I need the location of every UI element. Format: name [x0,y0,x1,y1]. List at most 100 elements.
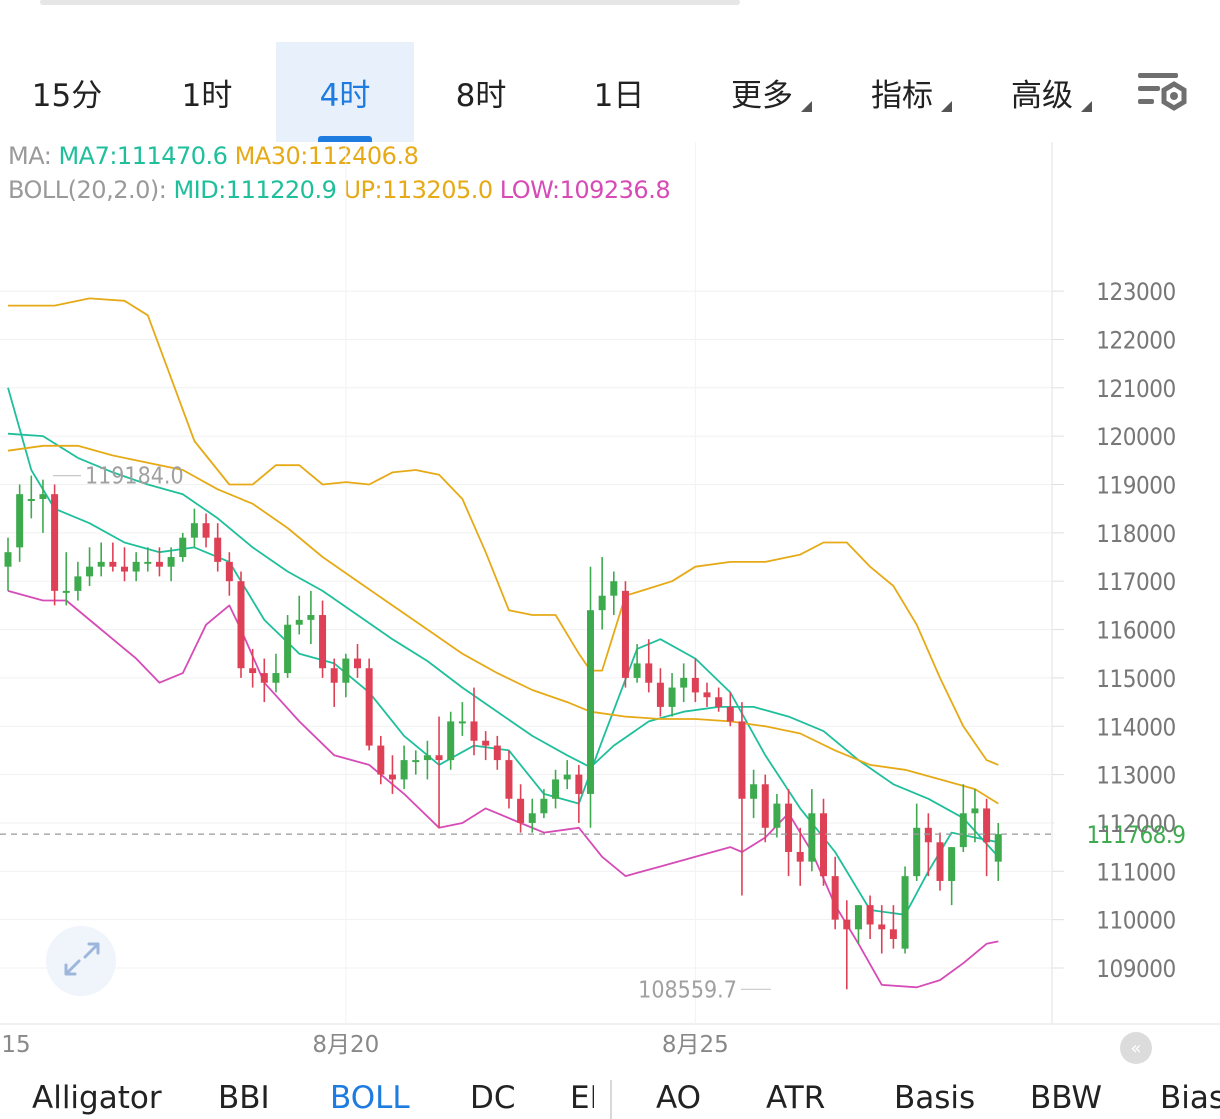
candle-body [458,721,466,724]
candle-body [750,784,758,799]
series-line-up [8,297,999,766]
candle-up [97,542,105,577]
tab-4h[interactable]: 4时 [276,42,414,142]
candle-down [470,687,478,756]
tab-15m[interactable]: 15分 [31,77,103,114]
candle-down [621,581,629,688]
indicator-dropdown[interactable]: 指标 [840,42,964,142]
candle-body [889,929,897,939]
candle-down [866,895,874,939]
chart-settings-icon[interactable] [1136,70,1188,114]
candle-body [913,827,921,877]
candle-down [645,639,653,693]
candle-up [994,822,1002,881]
indicator-ei[interactable]: EI [570,1080,594,1116]
indicator-dc[interactable]: DC [470,1080,516,1116]
expand-icon [64,942,100,976]
candle-down [121,547,128,582]
candle-up [773,793,781,838]
candle-body [971,808,979,814]
candle-up [86,547,94,587]
candle-up [167,547,175,582]
y-tick-label: 118000 [1096,520,1175,548]
candle-body [4,552,12,567]
candle-up [74,561,82,601]
y-tick-label: 122000 [1096,326,1175,354]
indicator-ao[interactable]: AO [656,1080,702,1116]
candle-up [27,475,35,519]
candle-up [913,803,921,881]
candle-up [4,537,12,591]
expand-chart-button[interactable] [46,926,116,996]
candle-body [552,779,560,799]
candle-up [633,644,641,683]
candle-down [878,905,886,954]
boll-low-value: LOW:109236.8 [499,176,671,204]
candle-up [598,557,606,630]
candle-down [330,658,338,707]
candle-body [482,740,490,746]
tab-1h[interactable]: 1时 [181,77,233,114]
candle-down [482,731,490,761]
candle-body [563,774,571,780]
tab-1d[interactable]: 1日 [593,77,645,114]
candle-up [563,760,571,790]
candle-down [738,702,746,896]
indicator-bbi[interactable]: BBI [218,1080,270,1116]
candle-body [831,876,839,920]
more-label: 更多 [731,77,793,114]
tab-8h[interactable]: 8时 [455,77,507,114]
advanced-dropdown[interactable]: 高级 [980,42,1104,142]
candle-up [528,798,536,833]
candle-body [412,760,420,763]
candle-down [388,755,396,794]
indicator-bias[interactable]: Bias [1160,1080,1220,1116]
candle-body [365,668,373,746]
timeframe-tab-bar: 15分 1时 4时 8时 1日 更多 指标 高级 [0,42,1220,142]
indicator-basis[interactable]: Basis [894,1080,976,1116]
indicator-bar: Alligator BBI BOLL DC EI AO ATR Basis BB… [0,1076,1220,1119]
series-line-ma30 [7,444,999,805]
candle-down [820,798,827,886]
candle-up [423,740,431,780]
more-dropdown[interactable]: 更多 [700,42,824,142]
candle-body [272,673,280,683]
candle-body [866,905,874,925]
indicator-alligator[interactable]: Alligator [32,1080,162,1116]
y-tick-label: 121000 [1096,375,1175,403]
candle-down [237,571,245,678]
series-line-ma7 [7,387,999,916]
candle-up [854,905,862,944]
candle-down [656,668,664,717]
candle-up [62,552,70,606]
boll-legend-prefix: BOLL(20,2.0): [8,176,167,204]
candle-up [132,552,140,582]
candle-down [796,827,804,886]
candle-body [132,561,140,572]
ma-legend: MA: MA7:111470.6 MA30:112406.8 [8,142,419,170]
indicator-atr[interactable]: ATR [766,1080,826,1116]
x-tick-label: 8月25 [662,1032,729,1058]
candle-body [295,619,303,625]
candle-up [540,789,548,819]
indicator-boll[interactable]: BOLL [330,1080,410,1116]
candle-body [854,905,862,930]
candle-body [190,523,198,538]
candle-up [447,711,455,770]
price-axis: 109000 110000 111000 112000 113000 114000 1150… [1096,278,1176,983]
candle-down [983,798,991,877]
indicator-bbw[interactable]: BBW [1030,1080,1103,1116]
y-tick-label: 115000 [1096,665,1175,693]
candle-body [16,494,24,548]
candle-up [610,571,618,616]
candle-body [878,924,886,930]
y-tick-label: 112000 [1096,810,1175,838]
candle-body [354,658,361,669]
candle-down [843,900,851,990]
candle-body [155,561,163,567]
candle-down [517,784,525,833]
candle-down [936,832,944,891]
candle-body [738,721,746,799]
scroll-to-latest-button[interactable]: « [1120,1032,1152,1064]
